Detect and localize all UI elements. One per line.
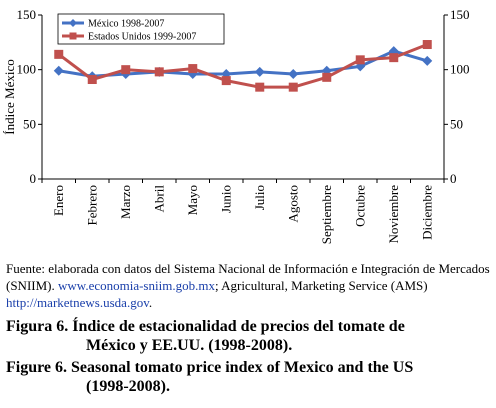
caption-es-line1: Figura 6. Índice de estacionalidad de pr… bbox=[6, 318, 405, 335]
x-tick-label: Marzo bbox=[118, 185, 133, 219]
y-tick-label-right: 50 bbox=[450, 116, 463, 131]
data-point bbox=[154, 67, 164, 77]
source-link-sniim[interactable]: www.economia-sniim.gob.mx bbox=[58, 278, 215, 293]
x-tick-label: Agosto bbox=[285, 185, 300, 223]
x-tick-label: Septiembre bbox=[319, 185, 334, 244]
data-point bbox=[53, 65, 64, 76]
data-point bbox=[322, 72, 332, 82]
y-tick-label-left: 50 bbox=[23, 116, 36, 131]
x-tick-label: Octubre bbox=[352, 185, 367, 227]
x-tick-label: Diciembre bbox=[419, 185, 434, 240]
figure-caption-spanish: Figura 6. Índice de estacionalidad de pr… bbox=[6, 317, 405, 355]
x-tick-label: Julio bbox=[252, 185, 267, 210]
line-chart: 0 0 50 50 100 100 150 150 Enero Febrero Marzo Abril… bbox=[2, 7, 470, 244]
data-point bbox=[255, 82, 265, 92]
source-text-middle: ; Agricultural, Marketing Service (AMS) bbox=[214, 278, 428, 293]
x-tick-label: Noviembre bbox=[386, 185, 401, 244]
data-point bbox=[254, 66, 265, 77]
data-point bbox=[389, 53, 399, 63]
data-point bbox=[54, 49, 64, 59]
series-line-1 bbox=[57, 43, 428, 89]
legend-label: Estados Unidos 1999-2007 bbox=[88, 32, 196, 43]
data-point bbox=[355, 55, 365, 65]
data-point bbox=[121, 65, 131, 75]
y-axis-title: Índice México bbox=[2, 59, 17, 134]
x-tick-label: Junio bbox=[218, 185, 233, 213]
y-tick-label-right: 0 bbox=[450, 171, 457, 186]
data-point bbox=[422, 40, 432, 50]
legend-marker bbox=[69, 32, 77, 40]
source-link-usda[interactable]: http://marketnews.usda.gov bbox=[6, 295, 149, 310]
data-point bbox=[221, 76, 231, 86]
data-point bbox=[87, 75, 97, 85]
data-point bbox=[422, 55, 433, 66]
series-line-0 bbox=[58, 49, 428, 78]
x-tick-label: Abril bbox=[151, 185, 166, 213]
caption-en-line2: (1998-2008). bbox=[86, 378, 170, 395]
chart-legend: México 1998-2007 Estados Unidos 1999-2007 bbox=[57, 13, 225, 45]
x-tick-label: Enero bbox=[51, 185, 66, 216]
legend-marker bbox=[69, 19, 77, 27]
y-tick-label-left: 0 bbox=[30, 171, 37, 186]
chart-series bbox=[53, 40, 433, 92]
data-point bbox=[288, 69, 299, 80]
x-tick-label: Mayo bbox=[185, 185, 200, 215]
source-text: Fuente: elaborada con datos del Sistema … bbox=[6, 261, 490, 293]
source-note: Fuente: elaborada con datos del Sistema … bbox=[6, 260, 492, 311]
legend-label: México 1998-2007 bbox=[88, 19, 164, 30]
figure-caption-english: Figure 6. Seasonal tomato price index of… bbox=[6, 358, 413, 396]
caption-es-line2: México y EE.UU. (1998-2008). bbox=[86, 337, 293, 354]
source-text-end: . bbox=[148, 295, 153, 310]
y-tick-label-right: 150 bbox=[450, 7, 470, 22]
data-point bbox=[188, 64, 198, 74]
y-tick-label-right: 100 bbox=[450, 62, 470, 77]
y-tick-label-left: 100 bbox=[17, 62, 37, 77]
data-point bbox=[288, 82, 298, 92]
legend-box bbox=[57, 13, 225, 45]
x-tick-label: Febrero bbox=[84, 185, 99, 225]
caption-en-line1: Figure 6. Seasonal tomato price index of… bbox=[6, 359, 414, 376]
y-tick-label-left: 150 bbox=[17, 7, 37, 22]
chart-axes: 0 0 50 50 100 100 150 150 Enero Febrero Marzo Abril… bbox=[2, 7, 470, 244]
